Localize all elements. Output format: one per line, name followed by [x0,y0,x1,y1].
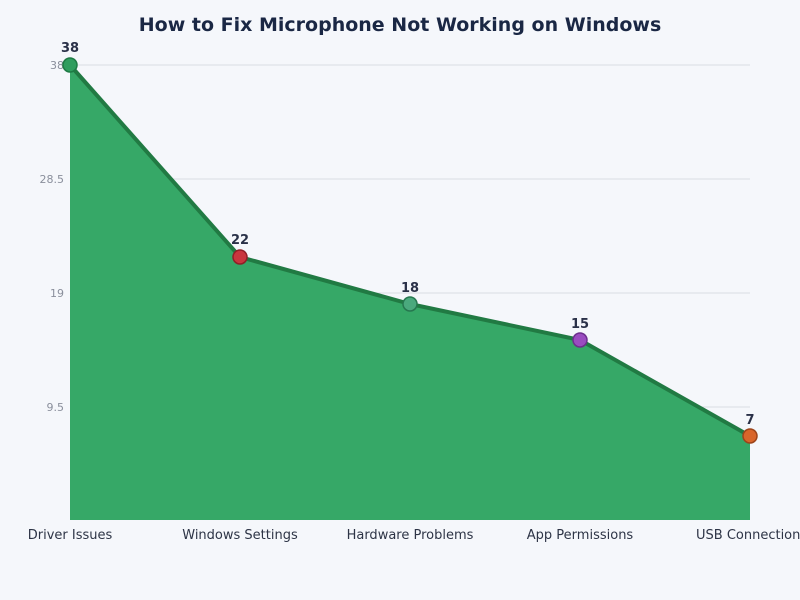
data-label: 38 [61,41,79,56]
data-point-marker[interactable] [62,57,78,73]
y-tick: 19 [50,287,64,300]
data-point-marker[interactable] [572,332,588,348]
x-tick: App Permissions [527,528,634,543]
data-label: 22 [231,233,249,248]
x-tick: Driver Issues [28,528,113,543]
area-fill [70,65,750,520]
data-point-marker[interactable] [402,296,418,312]
data-point-marker[interactable] [742,428,758,444]
data-point-marker[interactable] [232,249,248,265]
y-tick: 28.5 [40,173,65,186]
x-tick: USB Connection [696,528,800,543]
data-label: 18 [401,281,419,296]
data-markers [62,57,758,444]
x-tick: Windows Settings [182,528,298,543]
x-tick: Hardware Problems [347,528,474,543]
data-labels: 38 22 18 15 7 [61,41,755,428]
y-tick: 38 [50,59,64,72]
chart-title: How to Fix Microphone Not Working on Win… [138,14,662,36]
data-label: 7 [745,413,754,428]
x-axis-labels: Driver Issues Windows Settings Hardware … [28,528,800,543]
y-tick: 9.5 [47,401,65,414]
data-label: 15 [571,317,589,332]
y-axis-ticks: 38 28.5 19 9.5 [40,59,65,414]
